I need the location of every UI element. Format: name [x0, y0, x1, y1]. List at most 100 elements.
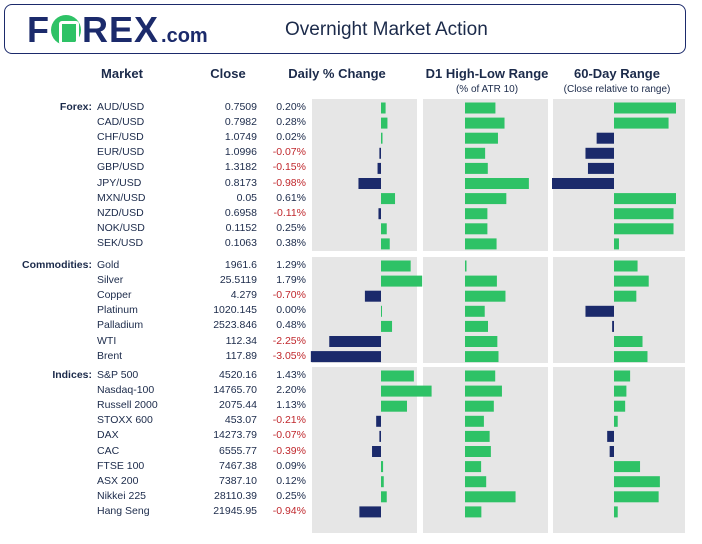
daily-change-bar: [381, 400, 407, 412]
sixty-day-range-bar: [614, 370, 631, 382]
close-value: 0.05: [236, 191, 257, 204]
sixty-day-range-bar: [614, 476, 660, 488]
section-label: Forex:: [59, 101, 92, 113]
sixty-day-range-bar: [607, 430, 614, 442]
daily-change-bar: [364, 290, 381, 302]
sixty-day-range-bar: [614, 238, 619, 250]
d1-range-bar: [465, 461, 482, 473]
d1-range-bar: [465, 132, 498, 144]
market-name: WTI: [97, 334, 117, 347]
daily-change-value: 0.61%: [276, 191, 306, 204]
col-header-60day-range: 60-Day Range: [574, 66, 660, 81]
daily-change-bar: [359, 506, 381, 518]
daily-change-bar: [379, 147, 381, 159]
d1-range-bar: [465, 506, 482, 518]
close-value: 1961.6: [224, 259, 257, 271]
sixty-day-range-bar: [614, 102, 676, 114]
market-name: NOK/USD: [97, 221, 145, 234]
daily-change-bar: [358, 178, 381, 189]
market-name: AUD/USD: [97, 101, 145, 113]
logo-letters-rex: REX: [82, 9, 160, 50]
close-value: 1.3182: [224, 161, 257, 174]
daily-change-value: 0.12%: [276, 474, 306, 487]
daily-change-bar: [381, 385, 432, 397]
daily-change-value: 0.25%: [276, 221, 306, 234]
market-name: GBP/USD: [97, 161, 145, 174]
market-name: SEK/USD: [97, 236, 144, 249]
daily-change-bar: [379, 430, 381, 442]
daily-change-bar: [310, 351, 381, 363]
d1-range-bar: [465, 117, 505, 129]
sixty-day-range-bar: [614, 117, 669, 129]
daily-change-bar: [381, 305, 382, 317]
market-name: Nasdaq-100: [97, 384, 155, 397]
daily-change-value: -0.94%: [272, 504, 306, 517]
sixty-day-range-bar: [614, 491, 659, 503]
daily-change-bar: [381, 320, 393, 332]
close-value: 7467.38: [219, 459, 257, 472]
close-value: 0.1152: [225, 221, 257, 234]
d1-range-bar: [465, 305, 485, 317]
d1-range-bar: [465, 223, 488, 235]
d1-range-bar: [465, 446, 491, 457]
daily-change-bar: [381, 117, 388, 129]
market-name: ASX 200: [97, 474, 139, 487]
daily-change-bar: [381, 132, 383, 144]
sixty-day-range-bar: [587, 162, 614, 174]
market-name: CAC: [97, 444, 120, 457]
close-value: 0.7509: [224, 101, 257, 113]
close-value: 2075.44: [219, 399, 257, 412]
sixty-day-range-bar: [596, 132, 614, 144]
close-value: 1020.145: [213, 304, 257, 317]
sixty-day-range-bar: [585, 305, 614, 317]
daily-change-bar: [381, 102, 386, 114]
sixty-day-range-bar: [614, 400, 626, 412]
d1-range-bar: [465, 102, 496, 114]
d1-range-bar: [465, 385, 502, 397]
logo-suffix: .com: [161, 25, 208, 47]
d1-range-bar: [465, 238, 497, 250]
d1-range-bar: [465, 491, 516, 503]
market-name: Nikkei 225: [97, 489, 147, 502]
d1-range-bar: [465, 370, 496, 382]
daily-change-value: -0.07%: [272, 429, 306, 442]
forex-logo[interactable]: F REX .com: [27, 12, 208, 48]
market-name: Russell 2000: [97, 399, 158, 412]
close-value: 1.0749: [224, 131, 257, 144]
close-value: 0.8173: [224, 176, 257, 189]
daily-change-value: -0.15%: [272, 161, 306, 174]
close-value: 0.7982: [224, 116, 257, 129]
header-box: F REX .com Overnight Market Action: [4, 4, 686, 54]
section-label: Indices:: [52, 369, 92, 381]
d1-range-bar: [465, 430, 490, 442]
sixty-day-range-bar: [614, 461, 641, 473]
close-value: 14273.79: [213, 429, 257, 442]
sixty-day-range-bar: [614, 506, 618, 518]
market-name: STOXX 600: [97, 414, 153, 427]
daily-change-value: 0.48%: [276, 319, 306, 332]
section-label: Commodities:: [21, 259, 92, 271]
close-value: 117.89: [225, 349, 257, 362]
d1-range-bar: [465, 208, 488, 220]
d1-range-bar: [465, 336, 498, 347]
sixty-day-range-bar: [614, 415, 618, 427]
daily-change-bar: [381, 461, 384, 473]
col-header-market: Market: [101, 66, 143, 81]
sixty-day-range-bar: [612, 320, 614, 332]
market-name: FTSE 100: [97, 459, 145, 472]
close-value: 2523.846: [213, 319, 257, 332]
daily-change-bar: [381, 238, 390, 250]
section-panel-1-2: [553, 257, 685, 363]
close-value: 453.07: [224, 414, 257, 427]
close-value: 1.0996: [224, 146, 257, 159]
sixty-day-range-bar: [614, 275, 649, 287]
close-value: 4520.16: [219, 369, 257, 381]
daily-change-value: 1.13%: [276, 399, 306, 412]
daily-change-value: 1.29%: [276, 259, 306, 271]
sixty-day-range-bar: [614, 290, 637, 302]
logo-letter-f: F: [27, 9, 50, 50]
market-name: JPY/USD: [97, 176, 142, 189]
d1-range-bar: [465, 193, 507, 205]
d1-range-bar: [465, 400, 494, 412]
